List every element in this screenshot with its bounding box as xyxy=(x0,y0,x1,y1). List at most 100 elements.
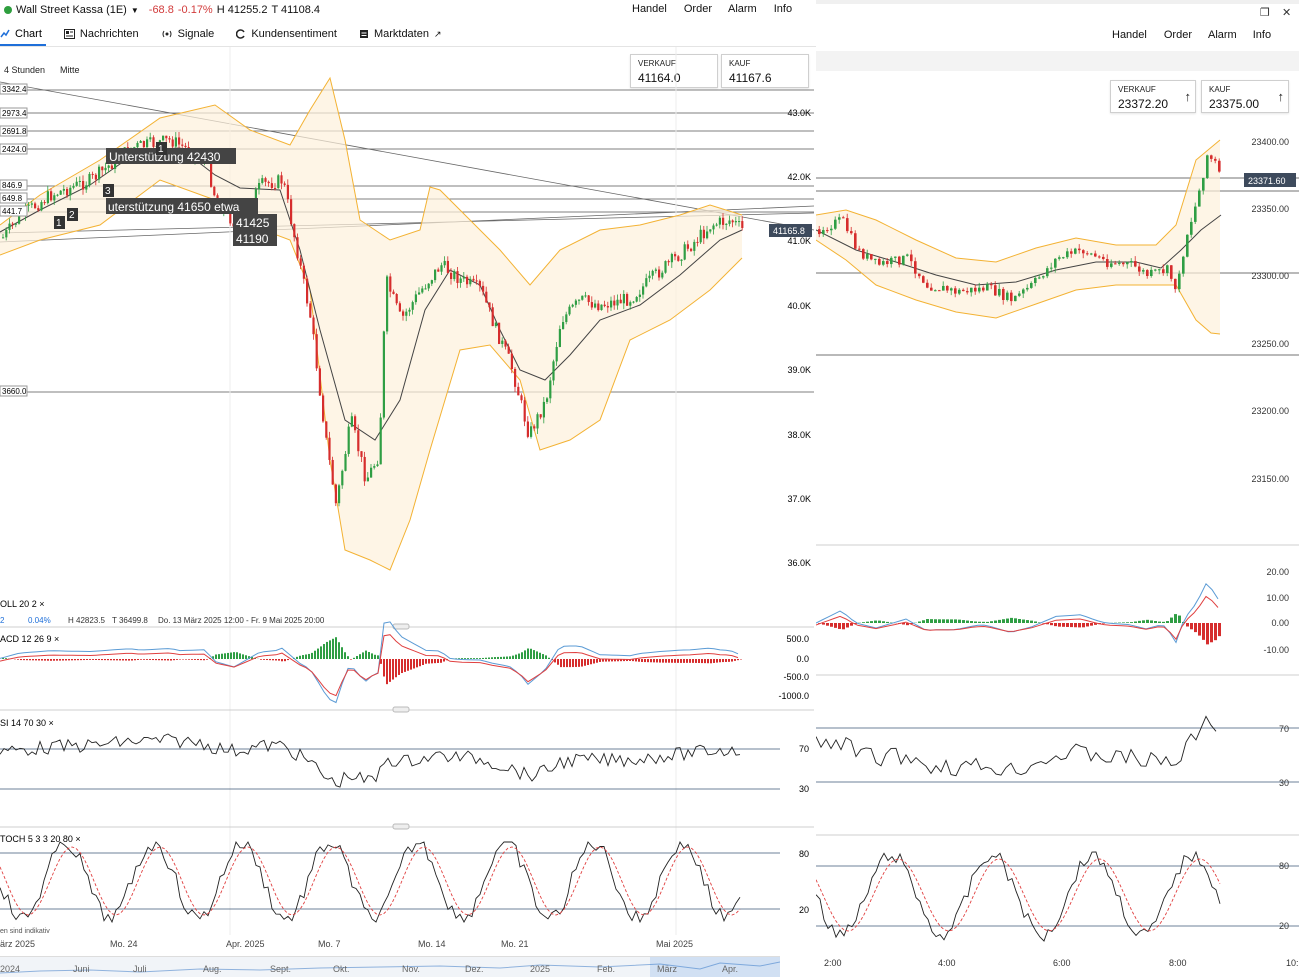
sell-button[interactable]: VERKAUF 41164.0 xyxy=(630,54,718,88)
candle-body xyxy=(280,175,283,184)
macd-histogram-bar xyxy=(485,657,487,659)
macd-histogram-bar xyxy=(1026,620,1029,623)
macd-histogram-bar xyxy=(251,657,253,659)
macd-histogram-bar xyxy=(530,648,532,659)
nav-tick: Apr. xyxy=(722,964,739,974)
macd-histogram-bar xyxy=(74,659,76,661)
tab-sentiment-label: Kundensentiment xyxy=(251,28,337,40)
candle-body xyxy=(8,223,11,230)
macd-histogram-bar xyxy=(464,658,466,659)
tab-news[interactable]: Nachrichten xyxy=(63,28,139,40)
y-tick: 40.0K xyxy=(787,301,811,311)
tab-market-data[interactable]: Marktdaten ↗ xyxy=(359,28,442,40)
candle-body xyxy=(594,303,597,308)
candle-body xyxy=(165,135,168,139)
menu-handel[interactable]: Handel xyxy=(632,3,667,15)
navigator-bar[interactable]: 2024 Juni Juli Aug. Sept. Okt. Nov. Dez.… xyxy=(0,956,780,977)
tab-sentiment[interactable]: Kundensentiment xyxy=(236,28,337,40)
candle-body xyxy=(34,203,37,209)
candle-body xyxy=(850,231,853,234)
macd-histogram-bar xyxy=(1186,623,1189,627)
nav-tick: Aug. xyxy=(203,964,222,974)
macd-histogram-bar xyxy=(209,657,211,659)
menu-info[interactable]: Info xyxy=(1252,29,1272,41)
buy-button[interactable]: KAUF 23375.00 ↑ xyxy=(1201,80,1289,113)
tab-chart[interactable]: Chart xyxy=(0,28,42,40)
timeframe-selector[interactable]: 4 Stunden xyxy=(4,65,46,75)
candle-body xyxy=(542,401,545,418)
macd-histogram-bar xyxy=(98,659,100,661)
y-tick: 38.0K xyxy=(787,430,811,440)
candle-body xyxy=(446,260,449,273)
tab-signals-label: Signale xyxy=(177,28,215,40)
instrument-title[interactable]: Wall Street Kassa (1E) ▼ -68.8 -0.17% H … xyxy=(4,4,320,16)
menu-info[interactable]: Info xyxy=(773,3,793,15)
macd-histogram-bar xyxy=(838,623,841,629)
candle-body xyxy=(283,183,286,185)
menu-alarm[interactable]: Alarm xyxy=(1207,29,1237,41)
left-menu: Handel Order Alarm Info xyxy=(632,3,792,15)
macd-histogram-bar xyxy=(323,644,325,659)
macd-histogram-bar xyxy=(563,659,565,668)
macd-histogram-bar xyxy=(548,657,550,659)
candle-body xyxy=(184,145,187,148)
macd-histogram-bar xyxy=(431,659,433,664)
macd-histogram-bar xyxy=(128,659,130,661)
menu-order[interactable]: Order xyxy=(683,3,712,15)
bollinger-upper xyxy=(816,139,1221,263)
close-window-icon[interactable]: ✕ xyxy=(1282,7,1292,19)
candle-body xyxy=(133,147,136,149)
candle-body xyxy=(200,156,203,161)
candle-body xyxy=(1190,221,1193,235)
macd-histogram-bar xyxy=(443,659,445,662)
macd-tick: 0.0 xyxy=(796,654,809,664)
macd-histogram-bar xyxy=(461,658,463,659)
candle-body xyxy=(886,261,889,265)
buy-label: KAUF xyxy=(1209,85,1231,94)
candle-body xyxy=(978,287,981,292)
candle-body xyxy=(174,137,177,147)
dropdown-chevron-icon[interactable]: ▼ xyxy=(130,5,139,15)
restore-window-icon[interactable]: ❐ xyxy=(1260,7,1270,19)
tab-signals[interactable]: Signale xyxy=(161,28,215,40)
y-tick: 36.0K xyxy=(787,558,811,568)
candle-body xyxy=(1002,288,1005,300)
candle-body xyxy=(1062,257,1065,259)
macd-tick: -500.0 xyxy=(783,672,809,682)
candle-body xyxy=(149,137,152,140)
bollinger-band-fill xyxy=(816,140,1220,334)
menu-handel[interactable]: Handel xyxy=(1112,29,1147,41)
macd-histogram-bar xyxy=(882,621,885,623)
macd-histogram-bar xyxy=(1170,617,1173,623)
candle-body xyxy=(331,459,334,485)
sell-label: VERKAUF xyxy=(638,59,676,68)
sell-button[interactable]: VERKAUF 23372.20 ↑ xyxy=(1110,80,1196,113)
nav-tick: Nov. xyxy=(402,964,420,974)
info-range: Do. 13 März 2025 12:00 - Fr. 9 Mai 2025 … xyxy=(158,616,325,625)
macd-histogram-bar xyxy=(596,659,598,663)
price-mode-selector[interactable]: Mitte xyxy=(60,65,80,75)
macd-histogram-bar xyxy=(155,659,157,661)
candle-body xyxy=(986,284,989,291)
stoch-d-line xyxy=(0,846,741,916)
candle-body xyxy=(264,178,267,182)
macd-histogram-bar xyxy=(62,659,64,661)
candle-body xyxy=(475,280,478,282)
menu-alarm[interactable]: Alarm xyxy=(727,3,757,15)
menu-order[interactable]: Order xyxy=(1163,29,1192,41)
macd-histogram-bar xyxy=(233,652,235,659)
macd-histogram-bar xyxy=(946,619,949,623)
macd-histogram-bar xyxy=(434,659,436,664)
sell-label: VERKAUF xyxy=(1118,85,1156,94)
macd-histogram-bar xyxy=(512,655,514,659)
macd-histogram-bar xyxy=(930,619,933,623)
x-tick: Apr. 2025 xyxy=(226,939,265,949)
buy-button[interactable]: KAUF 41167.6 xyxy=(721,54,809,88)
macd-histogram-bar xyxy=(524,650,526,659)
candle-body xyxy=(1166,265,1169,274)
macd-histogram-bar xyxy=(617,659,619,662)
macd-histogram-bar xyxy=(284,659,286,662)
candle-body xyxy=(539,414,542,418)
macd-histogram-bar xyxy=(281,659,283,662)
macd-histogram-bar xyxy=(503,656,505,659)
